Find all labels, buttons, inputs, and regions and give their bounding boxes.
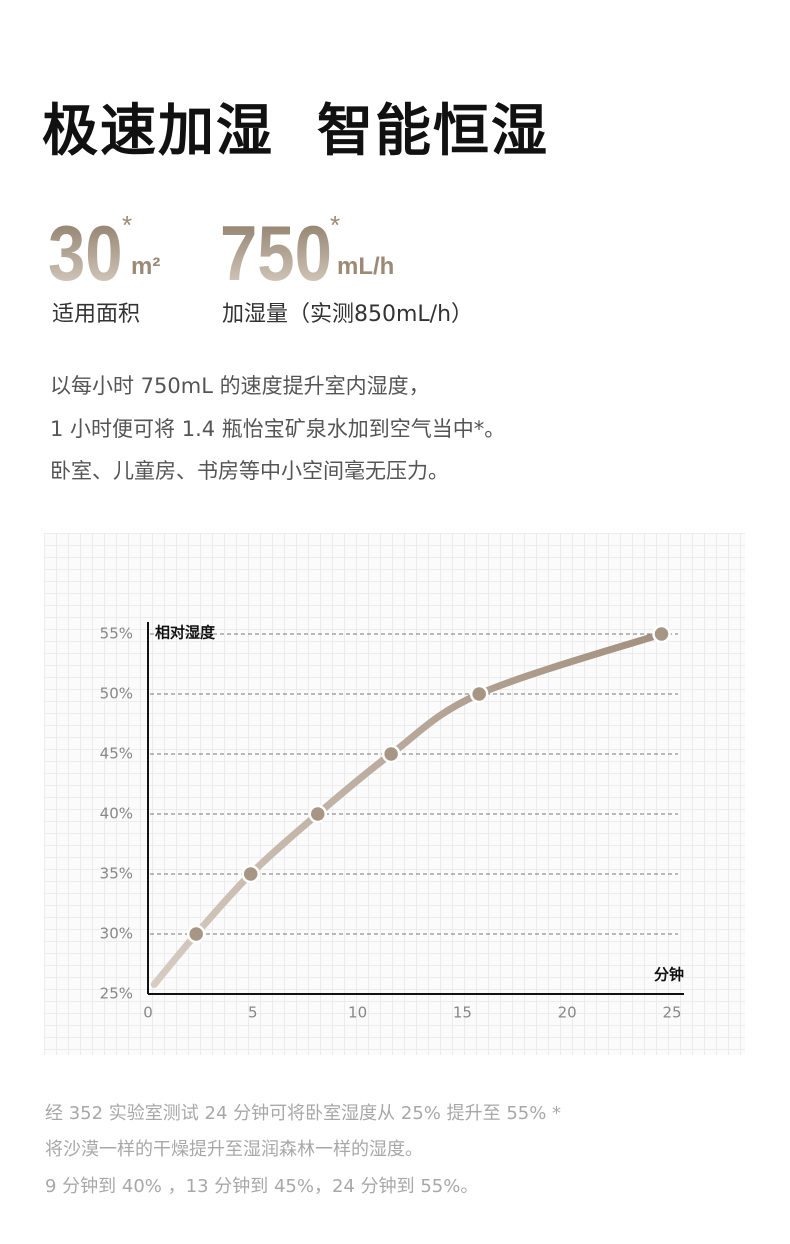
x-tick-label: 10 — [348, 1004, 367, 1022]
y-tick-label: 50% — [100, 685, 133, 703]
x-tick-label: 25 — [662, 1004, 681, 1022]
x-axis-label: 分钟 — [654, 966, 684, 984]
point — [241, 864, 260, 884]
description: 以每小时 750mL 的速度提升室内湿度， — [50, 374, 430, 398]
grid-paper — [44, 533, 745, 1055]
stat-label: 加湿量（实测850mL/h） — [222, 302, 474, 327]
x-tick-label: 0 — [143, 1004, 153, 1022]
line — [150, 630, 666, 988]
y-tick-label: 30% — [100, 925, 133, 943]
footnote: 将沙漠一样的干燥提升至湿润森林一样的湿度。 — [45, 1139, 423, 1160]
description: 卧室、儿童房、书房等中小空间毫无压力。 — [50, 459, 449, 483]
point — [308, 804, 328, 824]
y-tick-label: 45% — [100, 745, 133, 763]
footnote: 经 352 实验室测试 24 分钟可将卧室湿度从 25% 提升至 55% * — [45, 1103, 562, 1124]
x-tick-label: 20 — [558, 1004, 577, 1022]
title: 极速加湿 智能恒湿 — [42, 99, 549, 164]
y-tick-label: 35% — [100, 865, 133, 883]
footnote: 9 分钟到 40% ，13 分钟到 45%，24 分钟到 55%。 — [45, 1176, 479, 1197]
y-tick-label: 55% — [100, 625, 133, 643]
y-tick-label: 25% — [100, 985, 133, 1003]
point — [652, 624, 671, 644]
x-tick-label: 5 — [248, 1004, 258, 1022]
x-tick-label: 15 — [453, 1004, 472, 1022]
stat-value: 30 — [48, 209, 123, 297]
point — [186, 924, 206, 944]
stat-unit: mL/h — [337, 253, 395, 280]
stat-mark: * — [122, 210, 133, 240]
point — [381, 744, 401, 764]
y-axis-label: 相对湿度 — [155, 624, 216, 642]
point — [469, 684, 489, 704]
y-tick-label: 40% — [100, 805, 133, 823]
description: 1 小时便可将 1.4 瓶怡宝矿泉水加到空气当中*。 — [50, 417, 506, 441]
stat-value: 750 — [220, 209, 332, 297]
stat-unit: m² — [131, 253, 161, 280]
stat-label: 适用面积 — [52, 302, 141, 327]
stat-mark: * — [330, 210, 341, 240]
